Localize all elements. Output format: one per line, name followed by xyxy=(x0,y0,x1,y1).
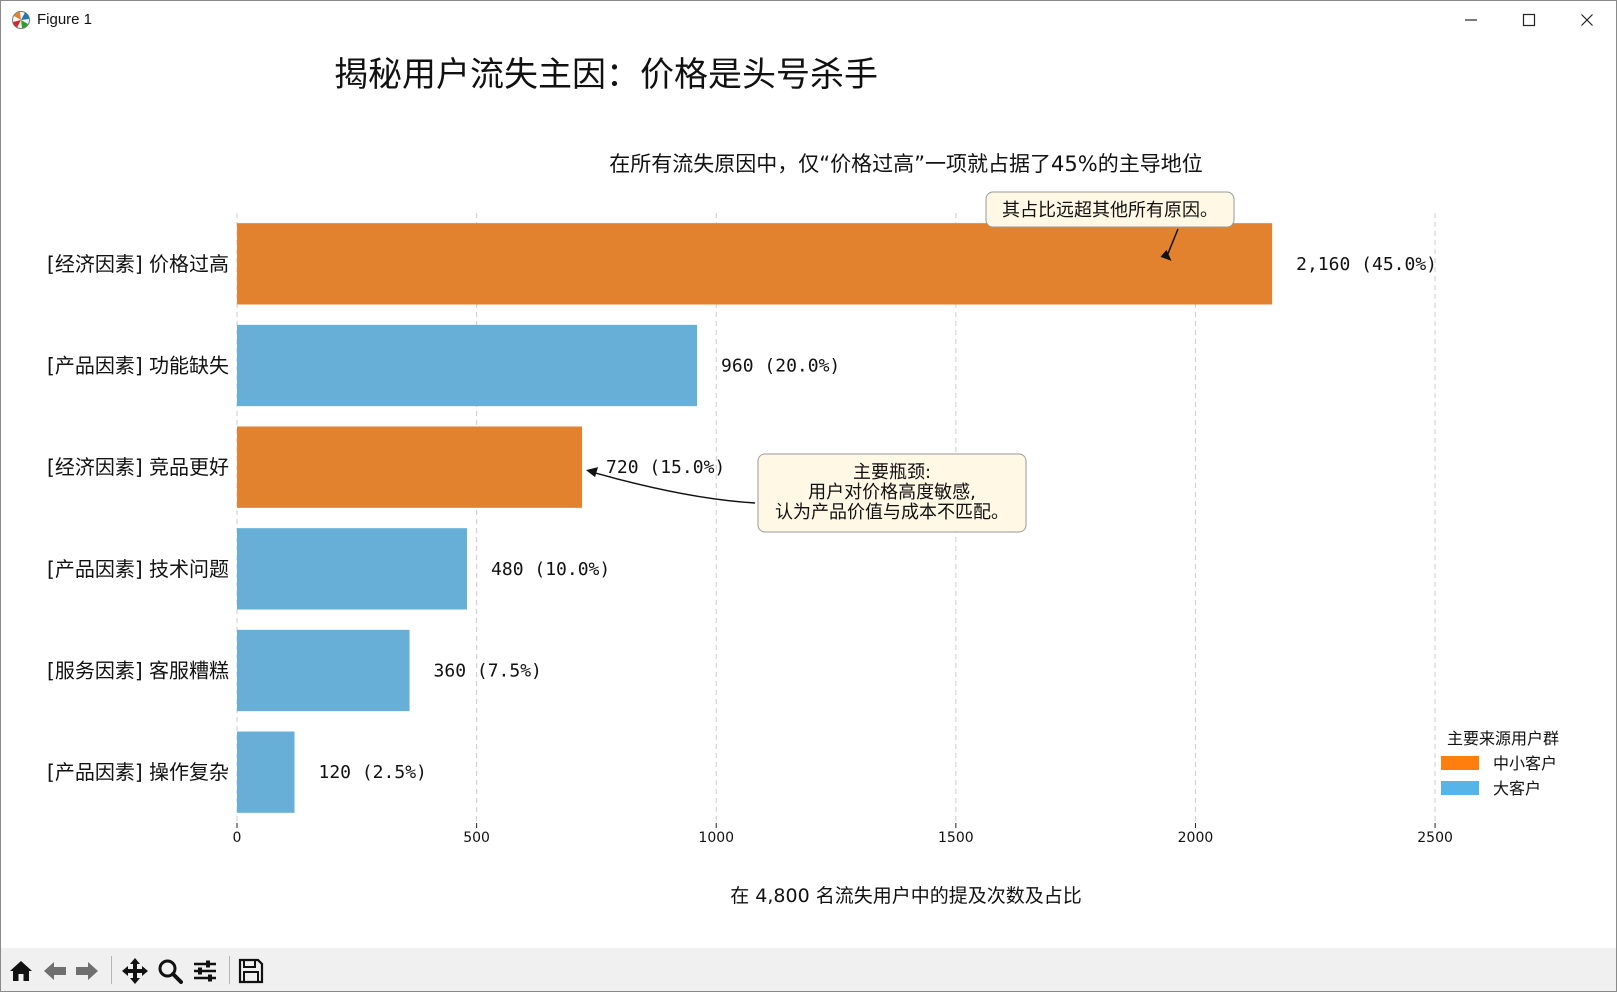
minimize-icon xyxy=(1465,18,1477,21)
annotations: 其占比远超其他所有原因。主要瓶颈:用户对价格高度敏感,认为产品价值与成本不匹配。 xyxy=(586,191,1235,533)
data-label: 120 (2.5%) xyxy=(319,762,427,783)
zoom-button[interactable] xyxy=(154,956,186,986)
close-icon xyxy=(1581,13,1593,26)
x-tick-label: 0 xyxy=(233,830,242,846)
legend-entry: 中小客户 xyxy=(1493,754,1557,773)
toolbar-separator xyxy=(111,956,112,984)
x-axis-label: 在 4,800 名流失用户中的提及次数及占比 xyxy=(730,885,1081,907)
forward-arrow-icon xyxy=(76,962,98,980)
navigation-toolbar xyxy=(1,948,1616,991)
save-button[interactable] xyxy=(235,956,267,986)
bar xyxy=(237,426,583,508)
data-label: 720 (15.0%) xyxy=(606,457,725,478)
figure-canvas[interactable]: 2,160 (45.0%) 960 (20.0%) 720 (15.0%) 480 (… xyxy=(1,38,1616,948)
annotation-text-line: 主要瓶颈: xyxy=(853,462,931,483)
data-label: 360 (7.5%) xyxy=(434,661,542,682)
legend-entry: 大客户 xyxy=(1493,779,1541,798)
save-floppy-icon xyxy=(238,958,264,984)
minimize-button[interactable] xyxy=(1443,1,1499,38)
home-icon xyxy=(10,961,32,981)
back-arrow-icon xyxy=(44,962,66,980)
y-tick-label: [经济因素] 价格过高 xyxy=(47,252,229,276)
title-bar[interactable]: Figure 1 xyxy=(1,1,1616,38)
maximize-icon xyxy=(1522,13,1536,26)
annotation-arrow xyxy=(1166,228,1179,256)
annotation-text: 其占比远超其他所有原因。 xyxy=(1002,200,1218,221)
annotation-arrow xyxy=(595,472,756,504)
data-label: 480 (10.0%) xyxy=(491,559,610,580)
x-axis: 0 500 1000 1500 2000 2500 [经济因素] 价格过高 [产品因素] 功能… xyxy=(47,252,1453,846)
x-tick-label: 1000 xyxy=(698,830,734,846)
y-tick-label: [产品因素] 操作复杂 xyxy=(47,760,229,784)
legend-title: 主要来源用户群 xyxy=(1447,729,1559,748)
chart-suptitle: 揭秘用户流失主因：价格是头号杀手 xyxy=(334,55,878,95)
chart-text: 揭秘用户流失主因：价格是头号杀手 在所有流失原因中，仅“价格过高”一项就占据了4… xyxy=(334,55,1203,907)
y-tick-label: [服务因素] 客服糟糕 xyxy=(47,659,229,683)
y-tick-label: [产品因素] 技术问题 xyxy=(47,557,229,581)
maximize-button[interactable] xyxy=(1501,1,1557,38)
y-tick-label: [经济因素] 竞品更好 xyxy=(47,455,229,479)
configure-subplots-icon xyxy=(194,960,216,982)
home-button[interactable] xyxy=(5,956,37,986)
bar xyxy=(237,629,410,712)
pan-button[interactable] xyxy=(119,956,151,986)
chart: 2,160 (45.0%) 960 (20.0%) 720 (15.0%) 480 (… xyxy=(47,55,1559,907)
window-title: Figure 1 xyxy=(37,11,93,28)
bar xyxy=(237,223,1273,305)
annotation-text-line: 认为产品价值与成本不匹配。 xyxy=(775,502,1009,523)
chart-title: 在所有流失原因中，仅“价格过高”一项就占据了45%的主导地位 xyxy=(609,152,1202,176)
x-tick-label: 2500 xyxy=(1417,830,1453,846)
bars: 2,160 (45.0%) 960 (20.0%) 720 (15.0%) 480 (… xyxy=(237,223,1437,813)
x-tick-label: 1500 xyxy=(938,830,974,846)
toolbar-separator xyxy=(229,956,230,984)
annotation-arrowhead xyxy=(1160,249,1172,261)
x-tick-label: 2000 xyxy=(1178,830,1214,846)
data-label: 2,160 (45.0%) xyxy=(1296,254,1437,275)
data-label: 960 (20.0%) xyxy=(721,356,840,377)
annotation-arrowhead xyxy=(586,467,599,478)
bar xyxy=(237,731,295,813)
y-tick-label: [产品因素] 功能缺失 xyxy=(47,354,229,378)
zoom-magnifier-icon xyxy=(158,959,183,984)
pan-move-icon xyxy=(122,958,148,984)
close-button[interactable] xyxy=(1559,1,1615,38)
forward-button[interactable] xyxy=(71,956,103,986)
annotation-text-line: 用户对价格高度敏感, xyxy=(808,482,976,503)
bar xyxy=(237,528,468,610)
legend-swatch xyxy=(1441,756,1479,770)
bar xyxy=(237,324,698,407)
x-tick-label: 500 xyxy=(463,830,490,846)
matplotlib-icon xyxy=(11,10,31,30)
back-button[interactable] xyxy=(39,956,71,986)
legend-swatch xyxy=(1441,781,1479,795)
grid-lines xyxy=(236,213,1436,823)
annotation-box xyxy=(757,453,1027,533)
annotation-box xyxy=(985,191,1235,228)
configure-subplots-button[interactable] xyxy=(189,956,221,986)
